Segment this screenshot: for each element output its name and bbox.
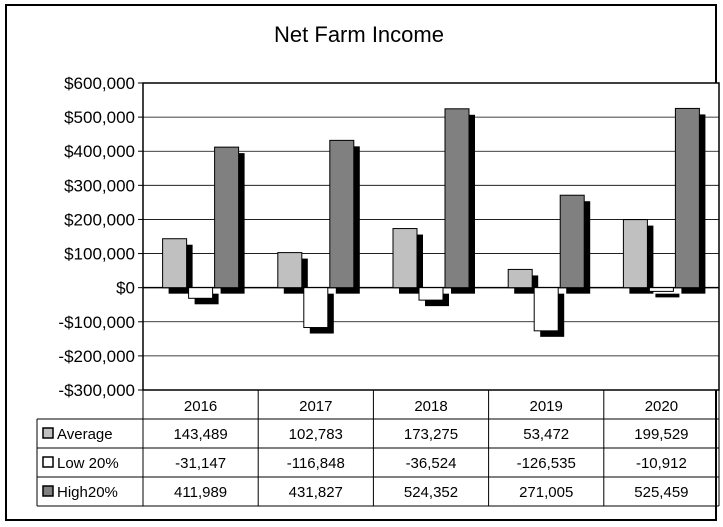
bar-high20--2019 <box>559 194 585 289</box>
legend-key-high20- <box>42 485 54 497</box>
table-cell: 524,352 <box>404 484 458 501</box>
category-label: 2016 <box>184 398 217 415</box>
legend-key-low-20- <box>42 456 54 468</box>
bar-average-2017 <box>277 252 303 289</box>
category-label: 2019 <box>530 398 563 415</box>
series-name: High20% <box>57 484 118 501</box>
table-cell: -126,535 <box>517 455 576 472</box>
series-name: Average <box>57 426 113 443</box>
bar-average-2018 <box>392 228 418 289</box>
y-tick-label: $600,000 <box>64 74 135 93</box>
bar-average-2016 <box>162 238 188 289</box>
bar-high20--2016 <box>214 146 240 289</box>
y-axis: $600,000 $500,000 $400,000 $300,000 $200,000… <box>58 74 143 400</box>
bar-high20--2017 <box>329 139 355 289</box>
bar-low-20--2020 <box>648 287 674 292</box>
table-cell: 173,275 <box>404 426 458 443</box>
bar-average-2020 <box>622 219 648 289</box>
y-tick-label: -$200,000 <box>58 347 135 366</box>
table-cell: -116,848 <box>287 455 345 472</box>
table-cell: 102,783 <box>289 426 343 443</box>
table-cell: 199,529 <box>634 426 688 443</box>
table-cell: -10,912 <box>636 455 687 472</box>
y-tick-label: $100,000 <box>64 245 135 264</box>
bar-low-20--2017 <box>303 287 329 329</box>
data-table: 2016 2017 2018 2019 2020 Average 143,489 102,78… <box>36 390 720 507</box>
chart-title: Net Farm Income <box>274 22 444 47</box>
table-cell: 431,827 <box>289 484 343 501</box>
bar-high20--2020 <box>674 107 700 289</box>
table-cell: 271,005 <box>519 484 573 501</box>
y-tick-label: $200,000 <box>64 210 135 229</box>
legend-key-average <box>42 427 54 439</box>
bar-low-20--2019 <box>533 287 559 332</box>
bar-shadow <box>194 293 219 305</box>
category-label: 2017 <box>299 398 332 415</box>
bar-average-2019 <box>507 268 533 289</box>
y-tick-label: $400,000 <box>64 142 135 161</box>
category-label: 2020 <box>645 398 678 415</box>
table-cell: 411,989 <box>174 484 227 501</box>
y-tick-label: $300,000 <box>64 176 135 195</box>
table-cell: 143,489 <box>173 426 227 443</box>
table-cell: -36,524 <box>406 455 457 472</box>
y-tick-label: -$300,000 <box>58 381 135 400</box>
table-cell: 53,472 <box>523 426 569 443</box>
bar-high20--2018 <box>444 108 470 289</box>
y-tick-label: $500,000 <box>64 108 135 127</box>
bars <box>162 107 706 337</box>
y-tick-label: -$100,000 <box>58 313 135 332</box>
bar-shadow <box>655 293 680 298</box>
bar-low-20--2018 <box>418 287 444 301</box>
y-tick-label: $0 <box>116 279 135 298</box>
series-name: Low 20% <box>57 455 119 472</box>
category-label: 2018 <box>414 398 447 415</box>
table-cell: -31,147 <box>175 455 226 472</box>
table-cell: 525,459 <box>634 484 688 501</box>
bar-low-20--2016 <box>188 287 214 299</box>
